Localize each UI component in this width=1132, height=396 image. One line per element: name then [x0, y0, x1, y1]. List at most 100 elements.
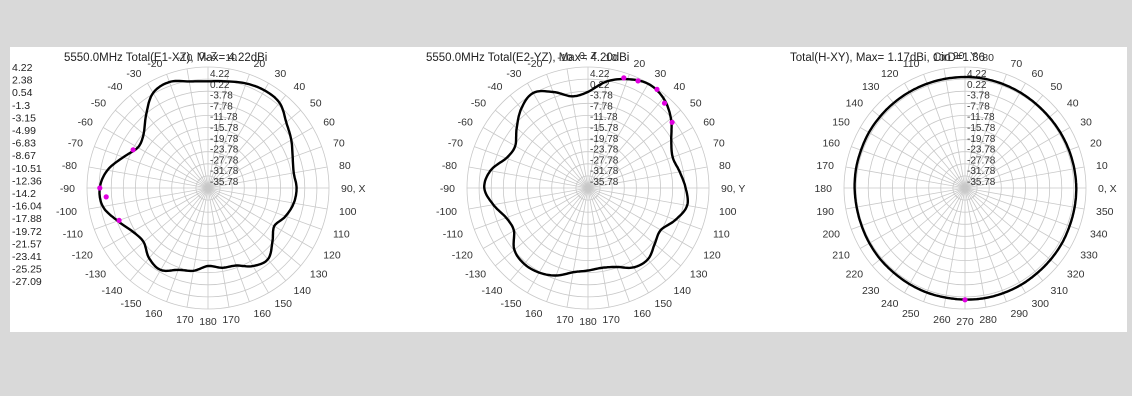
- radial-label: -27.78: [210, 155, 239, 166]
- grid-spoke: [851, 187, 966, 230]
- grid-spoke: [587, 146, 702, 189]
- angle-label: 50: [1051, 81, 1063, 93]
- angle-label: 30: [655, 68, 667, 80]
- angle-label: 120: [323, 250, 341, 262]
- grid-spoke: [207, 187, 269, 293]
- grid-spoke: [88, 187, 209, 210]
- radial-label: -11.78: [967, 112, 995, 123]
- grid-spoke: [587, 166, 708, 189]
- radial-label: -19.78: [590, 134, 619, 145]
- grid-spoke: [587, 74, 630, 189]
- radial-label: -23.78: [590, 145, 619, 156]
- angle-label: 330: [1080, 250, 1098, 262]
- radial-label: -23.78: [967, 145, 996, 156]
- grid-spoke: [587, 187, 649, 293]
- pattern-marker: [654, 86, 660, 92]
- angle-label: 160: [254, 308, 272, 320]
- polar-chart-h-xy: Total(H-XY), Max= 1.17dBi, CirD=1.3690, …: [790, 50, 1117, 328]
- grid-spoke: [566, 68, 589, 189]
- angle-label: 30: [275, 68, 287, 80]
- angle-label: 150: [655, 298, 673, 310]
- angle-label: 130: [690, 269, 708, 281]
- grid-spoke: [964, 187, 1071, 249]
- angle-label: -140: [481, 285, 502, 297]
- grid-spoke: [587, 187, 681, 267]
- angle-label: 140: [846, 98, 864, 110]
- radial-label: -7.78: [210, 101, 233, 112]
- angle-label: 10: [605, 52, 617, 64]
- grid-spoke: [474, 187, 589, 230]
- grid-spoke: [207, 74, 250, 189]
- angle-label: 80: [339, 160, 351, 172]
- angle-label: 180: [814, 183, 832, 195]
- angle-label: 200: [822, 229, 840, 241]
- grid-spoke: [587, 127, 693, 189]
- grid-spoke: [943, 187, 966, 308]
- radial-label: -11.78: [590, 112, 618, 123]
- angle-label: 160: [634, 308, 652, 320]
- angle-label: 170: [222, 314, 240, 326]
- radial-label: -3.78: [967, 91, 990, 102]
- angle-label: 270: [956, 316, 974, 328]
- grid-spoke: [964, 187, 1079, 230]
- angle-label: 140: [674, 285, 692, 297]
- grid-spoke: [207, 187, 250, 302]
- angle-label: 290: [1011, 308, 1029, 320]
- grid-spoke: [587, 187, 702, 230]
- angle-label: 60: [1032, 68, 1044, 80]
- angle-label: 160: [822, 138, 840, 150]
- angle-label: 40: [294, 81, 306, 93]
- plot-panel: 4.22 2.38 0.54 -1.3 -3.15 -4.99 -6.83 -8.67 -10.…: [10, 47, 1127, 332]
- legend-value: -16.04: [12, 201, 42, 213]
- angle-label: 70: [713, 138, 725, 150]
- pattern-marker: [669, 119, 675, 125]
- grid-spoke: [587, 187, 610, 308]
- angle-label: 0, X: [1098, 183, 1117, 195]
- angle-label: -90: [60, 183, 75, 195]
- angle-label: 240: [881, 298, 899, 310]
- angle-label: 150: [832, 117, 850, 129]
- grid-spoke: [964, 83, 1026, 189]
- angle-label: -60: [78, 117, 93, 129]
- grid-spoke: [964, 74, 1007, 189]
- angle-label: 110: [333, 229, 350, 241]
- legend-value: -19.72: [12, 226, 42, 238]
- angle-label: 90, Y: [953, 50, 977, 62]
- angle-label: 150: [275, 298, 293, 310]
- grid-spoke: [207, 166, 328, 189]
- legend-value: -12.36: [12, 175, 42, 187]
- angle-label: -30: [126, 68, 141, 80]
- angle-label: 110: [903, 58, 920, 70]
- angle-label: 320: [1067, 269, 1085, 281]
- angle-label: 300: [1032, 298, 1050, 310]
- grid-spoke: [566, 187, 589, 308]
- angle-label: 170: [176, 314, 194, 326]
- grid-spoke: [186, 68, 209, 189]
- angle-label: 100: [719, 206, 737, 218]
- grid-spoke: [587, 187, 630, 302]
- grid-spoke: [207, 146, 322, 189]
- angle-label: 230: [862, 285, 880, 297]
- grid-spoke: [207, 95, 287, 189]
- radial-label: -31.78: [210, 166, 239, 177]
- grid-spoke: [964, 68, 987, 189]
- angle-label: -130: [85, 269, 106, 281]
- angle-label: -80: [442, 160, 457, 172]
- angle-label: 280: [979, 314, 997, 326]
- grid-spoke: [964, 187, 1007, 302]
- pattern-trace: [483, 77, 689, 277]
- angle-label: -10: [177, 52, 192, 64]
- grid-spoke: [964, 127, 1071, 189]
- angle-label: -50: [471, 98, 486, 110]
- angle-label: 50: [310, 98, 322, 110]
- angle-label: 50: [690, 98, 702, 110]
- radial-label: -35.78: [590, 177, 619, 188]
- legend-value: -21.57: [12, 238, 42, 250]
- legend-value: -1.3: [12, 100, 30, 112]
- grid-spoke: [94, 146, 209, 189]
- angle-label: 20: [634, 58, 646, 70]
- angle-label: -20: [527, 58, 542, 70]
- grid-spoke: [872, 109, 966, 189]
- grid-spoke: [495, 109, 589, 189]
- legend-value: -27.09: [12, 276, 42, 288]
